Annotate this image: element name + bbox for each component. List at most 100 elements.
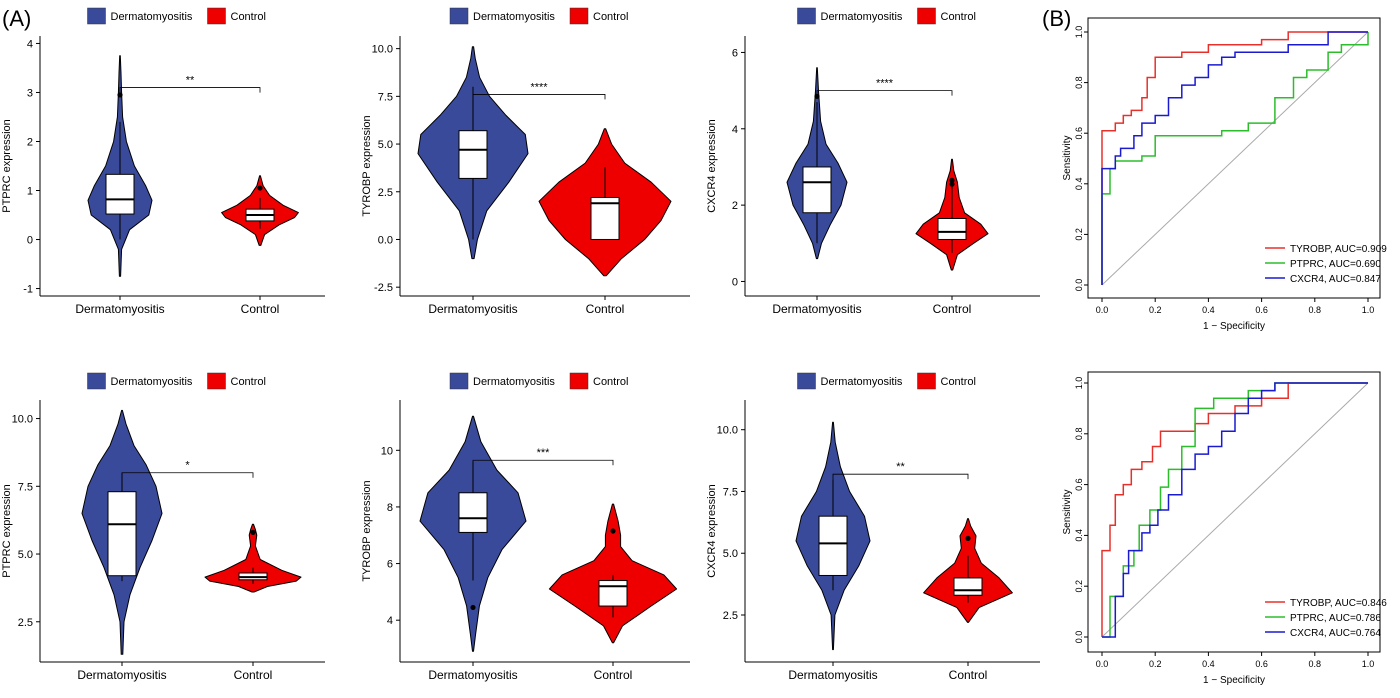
legend-label-dermatomyositis: Dermatomyositis [111,11,193,23]
box-dermatomyositis [458,492,488,533]
significance-label: **** [530,81,548,93]
roc-panel-1: 0.0 0.0 0.2 0.2 0.4 0.4 0.6 0.6 0.8 0.8 1.0 1.0 1 − … [1062,17,1387,332]
legend-label-dermatomyositis: Dermatomyositis [821,11,903,23]
x-tick-label: 0.0 [1096,305,1109,315]
y-axis-label: TYROBP expression [361,115,373,216]
legend-swatch-dermatomyositis [449,372,469,390]
diagonal-reference-line [1101,382,1369,638]
y-axis-label: Sensitivity [1062,135,1073,180]
outlier-point [257,185,263,191]
y-tick-label: 7.5 [378,91,393,103]
legend-label-control: Control [593,376,628,388]
y-tick-label: 0.6 [1074,478,1084,491]
violin-control [548,503,678,644]
box-dermatomyositis [105,173,135,215]
x-tick-label: 0.6 [1255,305,1268,315]
y-tick-label: 2 [27,136,33,148]
violin-panel-6: Dermatomyositis Control 2.5 5.0 7.5 10.0 CXCR4… [706,372,1040,682]
box-control [937,217,967,240]
x-tick-label: 0.2 [1149,659,1162,669]
y-axis-label: Sensitivity [1062,489,1073,534]
y-tick-label: 1 [27,186,33,198]
x-tick-label: 0.2 [1149,305,1162,315]
legend-label-control: Control [231,376,266,388]
y-tick-label: 6 [387,559,393,571]
significance-label: ** [896,461,905,473]
y-tick-label: 0 [732,276,738,288]
legend-label: TYROBP, AUC=0.846 [1290,598,1387,609]
legend: Dermatomyositis Control [449,7,628,25]
legend-label: PTPRC, AUC=0.690 [1290,259,1381,270]
y-tick-label: 4 [387,615,393,627]
y-tick-label: 2.5 [723,610,738,622]
legend-swatch-dermatomyositis [87,372,106,390]
outlier-point [965,535,971,542]
y-tick-label: 7.5 [18,481,33,493]
roc-curve-cxcr4 [1102,382,1368,638]
box-dermatomyositis [458,130,488,179]
box-control [590,196,620,240]
y-tick-label: 10.0 [372,44,393,56]
y-tick-label: 10.0 [717,425,738,437]
y-tick-label: 0.4 [1074,529,1084,542]
x-tick-label: 0.0 [1096,659,1109,669]
significance-label: * [185,460,190,472]
y-tick-label: 0.2 [1074,228,1084,241]
x-axis-label: 1 − Specificity [1203,321,1265,332]
violin-panel-1: Dermatomyositis Control -1 0 1 2 3 4 PTPRC expre… [1,7,325,316]
y-axis-label: TYROBP expression [361,480,373,581]
x-tick-label: Control [234,668,273,682]
legend-swatch-control [917,372,936,390]
panel-b-label: (B) [1042,6,1072,31]
x-tick-label: 0.8 [1309,305,1322,315]
legend-label-dermatomyositis: Dermatomyositis [821,376,903,388]
box-dermatomyositis [107,491,137,577]
legend-swatch-dermatomyositis [87,7,106,25]
y-tick-label: 4 [27,38,33,50]
legend-swatch-control [917,7,936,25]
legend-label-control: Control [231,11,266,23]
x-tick-label: Dermatomyositis [77,668,166,682]
roc-panel-2: 0.0 0.0 0.2 0.2 0.4 0.4 0.6 0.6 0.8 0.8 1.0 1.0 1 − … [1062,371,1387,686]
violin-panel-2: Dermatomyositis Control -2.5 0.0 2.5 5.0 7.5 10… [361,7,690,316]
y-tick-label: 6 [732,47,738,59]
legend-label: CXCR4, AUC=0.764 [1290,628,1381,639]
x-tick-label: 0.4 [1202,659,1215,669]
roc-curve-tyrobp [1101,31,1368,285]
panel-a-label: (A) [2,6,32,31]
y-tick-label: 2.5 [18,617,33,629]
violin-control [204,523,302,593]
x-tick-label: Control [949,668,988,682]
legend: Dermatomyositis Control [797,372,976,390]
x-tick-label: 0.6 [1255,659,1268,669]
y-tick-label: 1.0 [1074,26,1084,39]
legend-label: CXCR4, AUC=0.847 [1290,274,1381,285]
x-tick-label: Dermatomyositis [428,668,517,682]
box-control [953,577,983,596]
x-tick-label: Control [594,668,633,682]
y-tick-label: 0.4 [1074,178,1084,191]
legend-swatch-dermatomyositis [449,7,469,25]
significance-bracket [832,473,969,480]
roc-curve-cxcr4 [1101,31,1368,285]
y-axis-label: CXCR4 expression [706,119,718,213]
y-tick-label: 2.5 [378,187,393,199]
significance-label: ** [186,75,195,87]
x-tick-label: Dermatomyositis [428,302,517,316]
legend-label-dermatomyositis: Dermatomyositis [473,376,555,388]
legend-swatch-dermatomyositis [797,372,816,390]
y-tick-label: 5.0 [18,549,33,561]
y-tick-label: 7.5 [723,486,738,498]
y-axis-label: PTPRC expression [1,119,13,213]
violin-panel-3: Dermatomyositis Control 0 2 4 6 CXCR4 expressi… [706,7,1040,316]
y-tick-label: 1.0 [1074,377,1084,390]
y-tick-label: -1 [23,284,33,296]
significance-bracket [121,472,254,478]
x-tick-label: 1.0 [1362,659,1375,669]
legend-swatch-control [569,372,589,390]
y-tick-label: 0.0 [378,234,393,246]
violin-panel-5: Dermatomyositis Control 4 6 8 10 TYROBP expres… [361,372,690,682]
outlier-point [470,604,476,611]
legend-label-control: Control [941,376,976,388]
y-tick-label: 10.0 [12,414,33,426]
